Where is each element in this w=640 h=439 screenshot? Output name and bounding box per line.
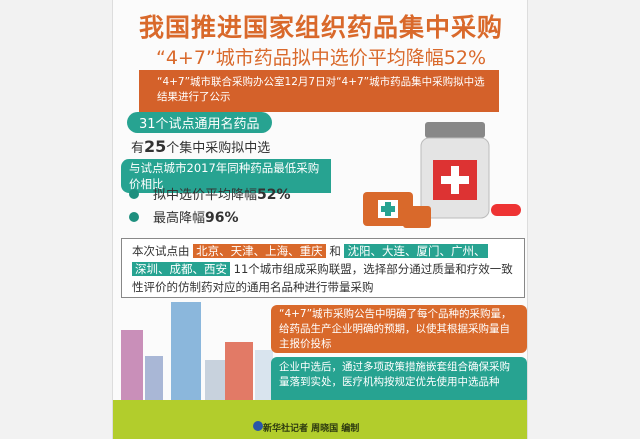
procurement-announcement-box: “4+7”城市采购公告中明确了每个品种的采购量，给药品生产企业明确的预期，以使其… (271, 305, 527, 353)
announcement-banner: “4+7”城市联合采购办公室12月7日对“4+7”城市药品集中采购拟中选结果进行… (139, 70, 499, 112)
text: 有 (131, 141, 145, 156)
small-kit-icon (403, 206, 431, 228)
drug-count-pill: 31个试点通用名药品 (127, 112, 272, 133)
xinhua-logo-icon (253, 421, 263, 431)
credit: 新华社记者 周晓国 编制 (263, 424, 360, 434)
label: 最高降幅 (153, 211, 206, 226)
post-selection-box: 企业中选后，通过多项政策措施嵌套组合确保采购量落到实处，医疗机构按规定优先使用中… (271, 357, 527, 405)
bottle-cap-icon (425, 122, 485, 138)
value: 52% (257, 187, 291, 203)
title: 我国推进国家组织药品集中采购 (138, 13, 503, 42)
subtitle: “4+7”城市药品拟中选价平均降幅52% (155, 47, 486, 69)
pilot-cities-box: 本次试点由 北京、天津、上海、重庆 和 沈阳、大连、厦门、广州、 深圳、成都、西… (121, 238, 525, 298)
text: 个集中采购拟中选 (166, 141, 271, 156)
infographic: 我国推进国家组织药品集中采购 “4+7”城市药品拟中选价平均降幅52% “4+7… (112, 0, 528, 439)
text: 本次试点由 (132, 244, 190, 258)
bullet-icon (129, 212, 139, 222)
text: 和 (329, 244, 341, 258)
medicine-illustration (363, 122, 521, 228)
label: 拟中选价平均降幅 (153, 188, 258, 203)
bullet-icon (129, 189, 139, 199)
grass-ground (113, 400, 527, 439)
city-group-municipalities: 北京、天津、上海、重庆 (193, 244, 326, 258)
bullet-average-drop: 拟中选价平均降幅52% (129, 184, 291, 203)
selected-count: 有25个集中采购拟中选 (131, 137, 270, 156)
pill-icon (491, 204, 521, 216)
city-group-other: 沈阳、大连、厦门、广州、 (344, 244, 489, 258)
count: 25 (144, 137, 167, 156)
text: 11个城市组成采购联盟，选择部分通过质量和疗效一致性评价的仿制药对应的通用名品种… (132, 262, 513, 294)
comparison-label: 与试点城市2017年同种药品最低采购价相比 (121, 159, 331, 193)
city-skyline-illustration (121, 302, 273, 410)
city-group-other: 深圳、成都、西安 (132, 262, 230, 276)
bullet-max-drop: 最高降幅96% (129, 207, 239, 226)
value: 96% (205, 210, 239, 226)
